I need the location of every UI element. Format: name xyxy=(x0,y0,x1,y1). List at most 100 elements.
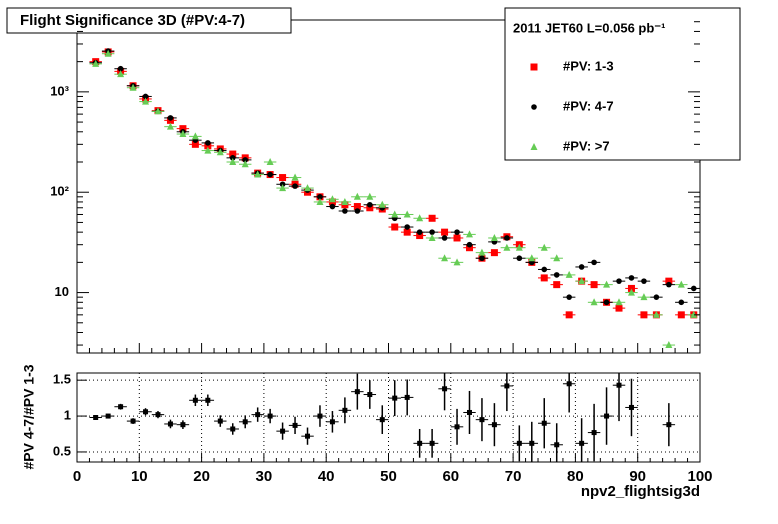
y-tick-label: 10³ xyxy=(50,83,69,98)
marker xyxy=(154,107,162,115)
x-tick-label: 10 xyxy=(131,468,148,485)
marker xyxy=(192,397,198,403)
marker xyxy=(217,418,223,424)
marker xyxy=(267,413,273,419)
x-tick-label: 40 xyxy=(318,468,335,485)
marker xyxy=(142,97,150,105)
marker xyxy=(117,70,125,78)
legend-marker xyxy=(531,104,537,110)
marker xyxy=(428,214,436,222)
x-tick-label: 0 xyxy=(73,468,81,485)
marker xyxy=(341,197,349,205)
marker xyxy=(554,442,560,448)
marker xyxy=(454,229,460,235)
marker xyxy=(590,281,598,289)
x-axis-label: npv2_flightsig3d xyxy=(581,483,700,500)
marker xyxy=(403,228,411,236)
marker xyxy=(92,59,100,67)
marker xyxy=(553,254,561,262)
marker xyxy=(603,299,610,306)
marker xyxy=(578,264,585,270)
marker xyxy=(566,294,572,300)
marker xyxy=(640,311,648,319)
marker xyxy=(329,419,335,425)
marker xyxy=(143,409,149,415)
marker xyxy=(291,173,299,181)
marker xyxy=(429,440,435,446)
marker xyxy=(391,210,399,218)
marker xyxy=(167,421,173,427)
marker xyxy=(167,115,174,121)
marker xyxy=(490,233,498,241)
marker xyxy=(678,299,685,306)
marker xyxy=(317,413,323,419)
marker xyxy=(342,407,348,413)
marker xyxy=(603,280,611,288)
marker xyxy=(465,230,473,238)
marker xyxy=(465,244,473,252)
marker xyxy=(204,146,212,154)
marker xyxy=(490,249,498,257)
marker xyxy=(579,440,585,446)
marker xyxy=(504,235,510,241)
marker xyxy=(565,311,573,319)
marker xyxy=(528,254,536,262)
marker xyxy=(690,310,698,318)
marker xyxy=(640,293,648,301)
marker xyxy=(503,243,511,251)
marker xyxy=(242,419,248,425)
title-box xyxy=(6,7,292,34)
marker xyxy=(566,381,572,387)
marker xyxy=(504,383,510,389)
marker xyxy=(229,150,237,158)
marker xyxy=(292,422,298,428)
marker xyxy=(242,157,249,163)
marker xyxy=(166,122,174,130)
marker xyxy=(479,417,485,423)
x-tick-label: 80 xyxy=(567,468,584,485)
marker xyxy=(604,413,610,419)
x-tick-label: 90 xyxy=(629,468,646,485)
marker xyxy=(404,224,410,230)
marker xyxy=(591,259,597,266)
marker xyxy=(516,440,522,446)
x-tick-label: 50 xyxy=(380,468,397,485)
marker xyxy=(417,440,423,446)
legend-label: #PV: 1-3 xyxy=(563,58,614,73)
marker xyxy=(615,304,623,312)
marker xyxy=(541,266,548,273)
marker xyxy=(117,65,124,72)
marker xyxy=(442,386,448,392)
marker xyxy=(540,274,548,282)
marker xyxy=(441,235,448,241)
marker xyxy=(466,241,473,248)
marker xyxy=(628,275,635,281)
marker xyxy=(229,158,237,166)
marker xyxy=(515,243,523,251)
marker xyxy=(354,208,361,214)
y-tick-label: 1 xyxy=(64,408,71,423)
marker xyxy=(553,272,560,278)
marker xyxy=(229,155,236,161)
marker xyxy=(454,424,460,430)
marker xyxy=(565,270,573,278)
marker xyxy=(353,192,361,200)
marker xyxy=(466,409,472,415)
marker xyxy=(416,232,424,240)
marker xyxy=(541,420,547,426)
y-tick-label: 10² xyxy=(50,184,69,199)
marker xyxy=(292,183,298,189)
marker xyxy=(441,228,449,236)
marker xyxy=(416,214,424,222)
marker xyxy=(591,430,597,436)
marker xyxy=(453,258,461,266)
marker xyxy=(491,422,497,428)
marker xyxy=(429,229,435,235)
marker xyxy=(653,294,660,300)
marker xyxy=(305,433,311,439)
marker xyxy=(180,422,186,428)
marker xyxy=(354,389,360,395)
marker xyxy=(353,203,361,211)
marker xyxy=(328,195,336,203)
